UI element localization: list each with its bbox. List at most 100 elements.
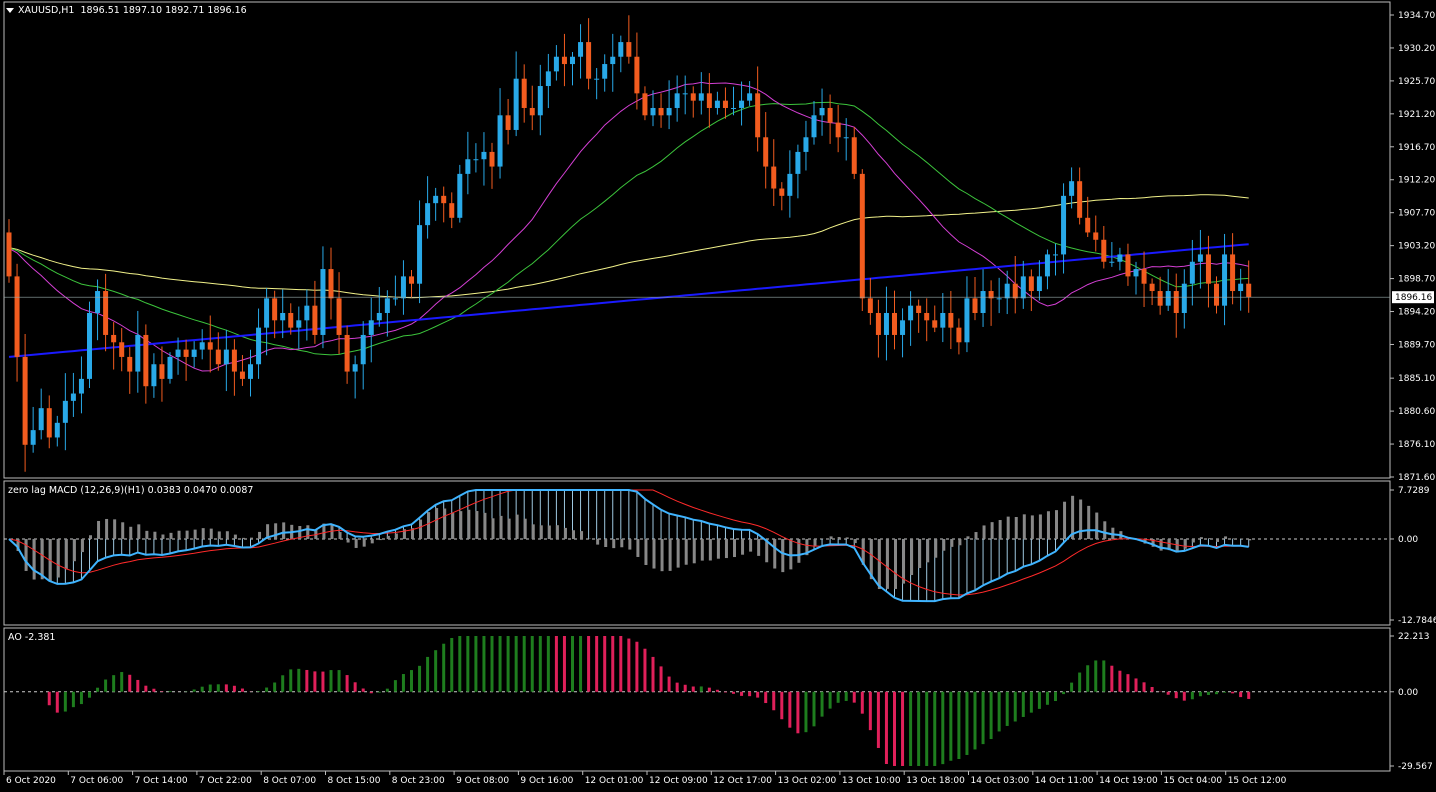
symbol-label: XAUUSD,H1	[18, 5, 75, 16]
y-tick-label: 1907.70	[1398, 209, 1435, 219]
candle-body	[296, 320, 302, 328]
candle-body	[1157, 291, 1163, 306]
y-tick-label: 1885.10	[1398, 374, 1435, 384]
candle-body	[159, 364, 165, 379]
candle-body	[578, 42, 584, 57]
candle-body	[328, 269, 334, 299]
candle-body	[400, 276, 406, 299]
candle-body	[505, 115, 511, 130]
candle-body	[561, 56, 567, 65]
candle-body	[481, 151, 487, 160]
price-panel-frame	[3, 1, 1391, 479]
ma-magenta-line	[8, 81, 1249, 372]
candle-body	[634, 56, 640, 94]
candle-body	[956, 327, 962, 343]
candle-body	[867, 298, 873, 313]
candle-body	[553, 56, 559, 72]
candle-body	[417, 225, 423, 284]
candle-body	[352, 364, 358, 372]
y-tick-label: 1898.70	[1398, 275, 1435, 285]
x-tick-label: 13 Oct 02:00	[778, 776, 837, 786]
y-tick-label: 1916.70	[1398, 143, 1435, 153]
x-tick-label: 7 Oct 22:00	[199, 776, 252, 786]
candle-body	[811, 115, 817, 138]
candle-body	[360, 334, 366, 365]
chart-title[interactable]: XAUUSD,H1 1896.51 1897.10 1892.71 1896.1…	[6, 5, 247, 16]
y-tick-label: 1903.20	[1398, 242, 1435, 252]
x-tick-label: 12 Oct 01:00	[585, 776, 644, 786]
candle-body	[1093, 232, 1099, 240]
candle-body	[537, 86, 543, 116]
candle-body	[859, 173, 865, 299]
candle-body	[900, 320, 906, 335]
candle-body	[1205, 254, 1211, 284]
candle-body	[682, 93, 688, 95]
candle-body	[1173, 291, 1179, 313]
candle-body	[1101, 239, 1107, 262]
x-tick-label: 9 Oct 16:00	[520, 776, 573, 786]
candle-body	[1061, 195, 1067, 255]
x-tick-label: 8 Oct 23:00	[392, 776, 445, 786]
candle-body	[497, 115, 503, 167]
candle-body	[489, 151, 495, 167]
y-tick-label: 0.00	[1398, 688, 1418, 698]
ohlc-values: 1896.51 1897.10 1892.71 1896.16	[80, 5, 247, 16]
current-price-box	[1392, 291, 1434, 304]
x-tick-label: 9 Oct 08:00	[456, 776, 509, 786]
candle-body	[135, 334, 141, 372]
candle-body	[586, 42, 592, 79]
dropdown-triangle-icon[interactable]	[6, 8, 14, 13]
candle-body	[722, 100, 728, 108]
candle-body	[1069, 181, 1075, 196]
candle-body	[1020, 276, 1026, 299]
y-tick-label: 22.213	[1398, 632, 1430, 642]
candle-body	[1189, 261, 1195, 284]
candle-body	[207, 342, 213, 350]
candle-body	[666, 107, 672, 116]
candle-body	[964, 298, 970, 343]
candle-body	[54, 422, 60, 438]
candle-body	[465, 159, 471, 174]
current-price-label: 1896.16	[1395, 293, 1432, 303]
y-tick-label: 1880.60	[1398, 407, 1435, 417]
candle-body	[1214, 283, 1219, 306]
candle-body	[239, 371, 245, 379]
candle-body	[223, 349, 229, 365]
candle-body	[312, 305, 318, 335]
candle-body	[280, 312, 286, 321]
candle-body	[996, 298, 1002, 300]
ma-yellow-line	[8, 194, 1249, 299]
candle-body	[795, 151, 801, 174]
ao-title: AO -2.381	[8, 632, 56, 643]
candle-body	[95, 291, 101, 313]
x-tick-label: 13 Oct 10:00	[842, 776, 901, 786]
candle-body	[1197, 254, 1203, 262]
macd-title: zero lag MACD (12,26,9)(H1) 0.0383 0.047…	[8, 485, 254, 496]
candle-body	[1181, 283, 1187, 313]
candle-body	[87, 312, 92, 379]
candle-body	[1149, 283, 1155, 292]
candle-body	[368, 320, 374, 335]
candle-body	[803, 137, 809, 152]
candle-body	[513, 78, 519, 130]
candle-body	[272, 298, 278, 321]
candle-body	[231, 349, 237, 372]
candle-body	[320, 269, 326, 335]
candle-body	[747, 93, 753, 101]
candle-body	[755, 93, 761, 138]
candle-body	[62, 400, 68, 423]
candle-body	[771, 166, 777, 189]
candle-body	[529, 107, 535, 116]
candle-body	[473, 159, 479, 161]
candle-body	[827, 107, 833, 123]
candle-body	[1053, 254, 1058, 256]
candle-body	[883, 312, 889, 335]
candle-body	[521, 78, 527, 108]
x-tick-label: 15 Oct 04:00	[1163, 776, 1222, 786]
candle-body	[618, 42, 624, 57]
candle-body	[988, 291, 994, 299]
candle-body	[626, 42, 632, 57]
candle-body	[851, 137, 857, 174]
y-tick-label: 1921.20	[1398, 110, 1435, 120]
candle-body	[14, 276, 20, 357]
